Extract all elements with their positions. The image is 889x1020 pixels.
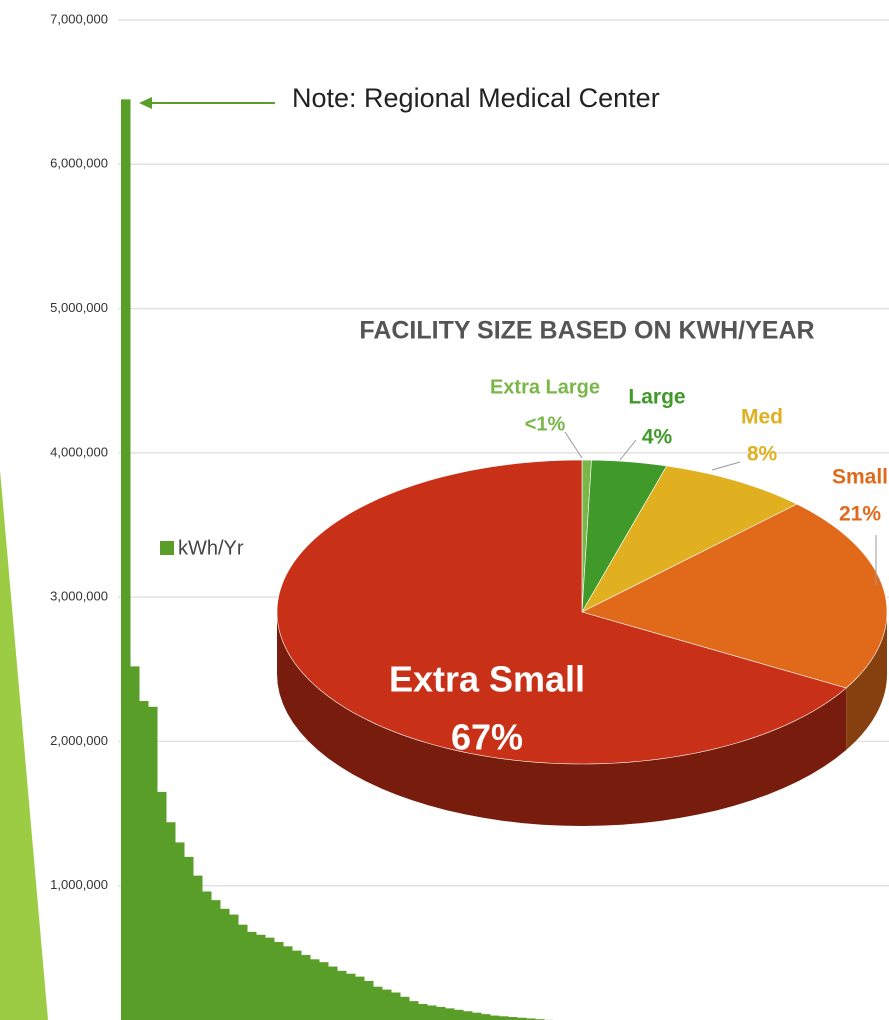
bar bbox=[391, 992, 401, 1020]
pie-slice bbox=[276, 459, 847, 765]
bar bbox=[481, 1014, 491, 1020]
decoration bbox=[0, 470, 48, 1020]
pie-slice bbox=[581, 503, 888, 689]
bar bbox=[247, 931, 257, 1020]
bar bbox=[373, 986, 383, 1020]
bar bbox=[472, 1012, 482, 1020]
slice-value: 67% bbox=[451, 717, 523, 758]
legend-swatch bbox=[160, 541, 174, 555]
bar bbox=[220, 908, 230, 1020]
pie-side bbox=[846, 612, 887, 750]
bar bbox=[427, 1005, 437, 1020]
leader-line bbox=[711, 461, 741, 471]
bar bbox=[418, 1004, 428, 1020]
bar bbox=[166, 822, 176, 1020]
y-tick-label: 5,000,000 bbox=[50, 300, 108, 315]
bar bbox=[265, 937, 275, 1020]
bar bbox=[121, 99, 131, 1020]
bar bbox=[508, 1017, 518, 1020]
slice-label: Large bbox=[628, 386, 685, 409]
bar bbox=[517, 1017, 527, 1020]
bar bbox=[292, 950, 302, 1020]
bars bbox=[121, 99, 554, 1020]
arrow-head bbox=[139, 97, 152, 109]
bar bbox=[436, 1006, 446, 1020]
bar bbox=[382, 989, 392, 1020]
bar bbox=[256, 934, 266, 1020]
bar bbox=[301, 954, 311, 1020]
slice-label: Extra Small bbox=[389, 659, 585, 700]
bar bbox=[409, 1001, 419, 1020]
bar bbox=[229, 914, 239, 1020]
pie bbox=[276, 459, 888, 826]
slice-value: 4% bbox=[642, 426, 673, 449]
leader-line bbox=[619, 439, 637, 461]
y-tick-label: 7,000,000 bbox=[50, 11, 108, 26]
bar bbox=[319, 962, 329, 1020]
y-tick-label: 3,000,000 bbox=[50, 589, 108, 604]
bar bbox=[211, 900, 221, 1020]
bar bbox=[184, 856, 194, 1020]
pie-slice bbox=[581, 459, 668, 613]
leader-line bbox=[564, 431, 583, 459]
legend-label: kWh/Yr bbox=[178, 537, 244, 559]
bar bbox=[283, 946, 293, 1020]
bar bbox=[355, 976, 365, 1020]
bar bbox=[445, 1008, 455, 1020]
bar bbox=[400, 996, 410, 1020]
y-tick-label: 2,000,000 bbox=[50, 733, 108, 748]
bar bbox=[193, 875, 203, 1020]
slice-value: 21% bbox=[839, 503, 881, 526]
bar bbox=[328, 966, 338, 1020]
pie-title: FACILITY SIZE BASED ON KWH/YEAR bbox=[359, 317, 814, 345]
slice-value: <1% bbox=[525, 413, 566, 435]
pie-side bbox=[277, 612, 847, 826]
bar bbox=[490, 1015, 500, 1020]
y-tick-label: 1,000,000 bbox=[50, 877, 108, 892]
y-tick-label: 4,000,000 bbox=[50, 444, 108, 459]
annotation: Note: Regional Medical Center bbox=[292, 83, 660, 113]
bar bbox=[337, 970, 347, 1020]
bar bbox=[454, 1009, 464, 1020]
bar bbox=[346, 973, 356, 1020]
bar bbox=[175, 842, 185, 1020]
bar bbox=[274, 941, 284, 1020]
bar bbox=[364, 980, 374, 1020]
bar bbox=[157, 791, 167, 1020]
bar bbox=[130, 666, 140, 1020]
bar bbox=[499, 1016, 509, 1020]
pie-slice bbox=[581, 465, 798, 613]
slice-label: Extra Large bbox=[490, 376, 600, 398]
slice-label: Small bbox=[832, 466, 888, 489]
bar bbox=[463, 1011, 473, 1020]
bar bbox=[148, 706, 158, 1020]
slice-value: 8% bbox=[747, 443, 778, 466]
bar bbox=[310, 959, 320, 1020]
bar bbox=[526, 1018, 536, 1020]
y-tick-label: 6,000,000 bbox=[50, 156, 108, 171]
bar bbox=[139, 701, 149, 1020]
bar bbox=[202, 891, 212, 1020]
bar bbox=[238, 924, 248, 1020]
slice-label: Med bbox=[741, 406, 783, 429]
